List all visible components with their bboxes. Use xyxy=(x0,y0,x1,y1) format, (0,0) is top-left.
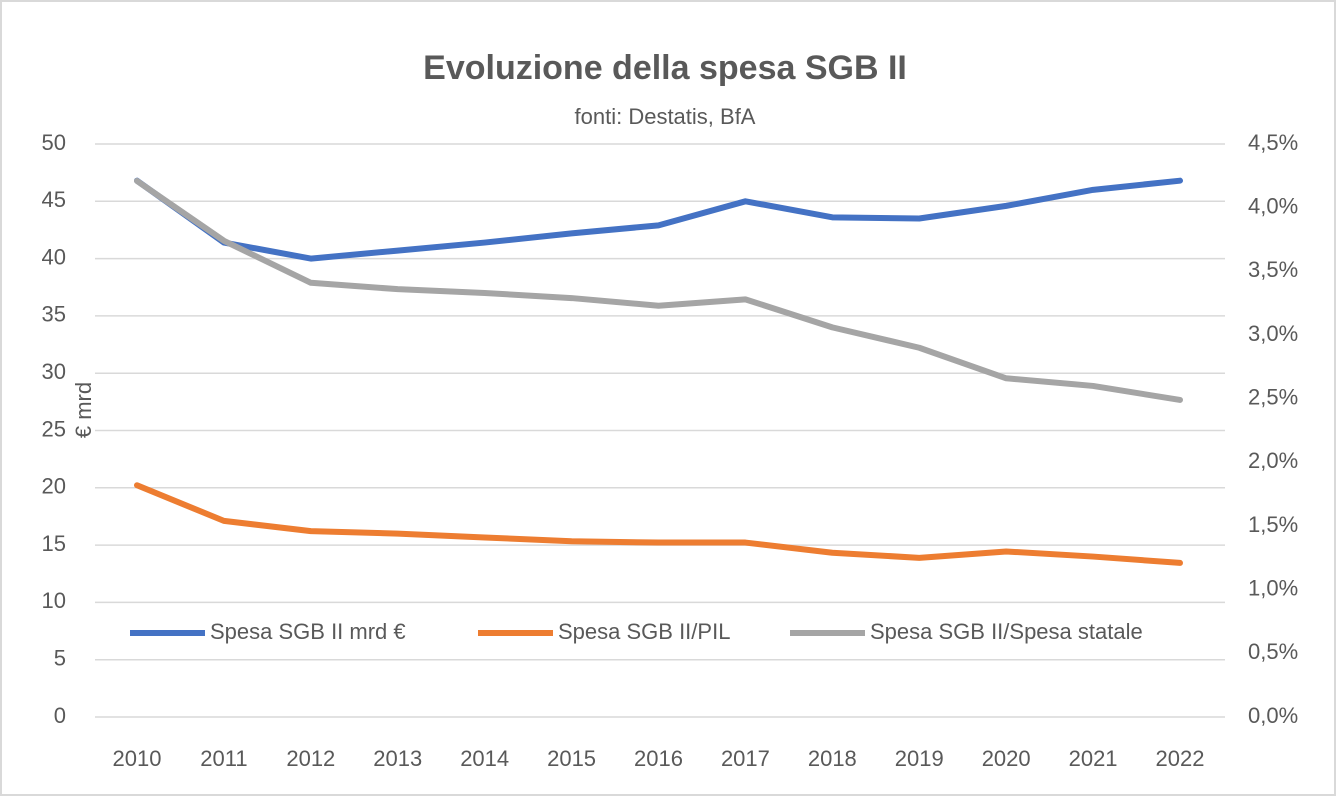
series-line xyxy=(134,177,1183,262)
x-tick-label: 2020 xyxy=(982,746,1031,771)
y-tick-label: 45 xyxy=(42,187,66,212)
x-tick-label: 2013 xyxy=(373,746,422,771)
y2-tick-label: 0,5% xyxy=(1248,639,1298,664)
x-tick-label: 2017 xyxy=(721,746,770,771)
x-tick-label: 2022 xyxy=(1156,746,1205,771)
y2-tick-label: 2,5% xyxy=(1248,384,1298,409)
y-tick-label: 40 xyxy=(42,244,66,269)
y2-tick-label: 4,5% xyxy=(1248,130,1298,155)
x-tick-label: 2019 xyxy=(895,746,944,771)
y-tick-label: 35 xyxy=(42,302,66,327)
x-tick-label: 2015 xyxy=(547,746,596,771)
y-tick-label: 15 xyxy=(42,531,66,556)
series-line xyxy=(134,482,1183,566)
y-tick-label: 30 xyxy=(42,359,66,384)
x-tick-label: 2011 xyxy=(200,746,247,771)
chart-title: Evoluzione della spesa SGB II xyxy=(423,49,907,87)
x-tick-label: 2018 xyxy=(808,746,857,771)
legend-label: Spesa SGB II/PIL xyxy=(558,619,730,644)
y-tick-label: 0 xyxy=(54,703,66,728)
legend-label: Spesa SGB II mrd € xyxy=(210,619,406,644)
y2-tick-label: 2,0% xyxy=(1248,448,1298,473)
y-tick-label: 5 xyxy=(54,646,66,671)
legend-label: Spesa SGB II/Spesa statale xyxy=(870,619,1143,644)
y-tick-label: 25 xyxy=(42,416,66,441)
y-axis-label: € mrd xyxy=(71,382,96,438)
series-line xyxy=(134,177,1183,403)
y2-tick-label: 4,0% xyxy=(1248,193,1298,218)
y-tick-label: 50 xyxy=(42,130,66,155)
y2-tick-label: 0,0% xyxy=(1248,703,1298,728)
y2-tick-label: 1,0% xyxy=(1248,575,1298,600)
y2-tick-label: 1,5% xyxy=(1248,512,1298,537)
x-tick-label: 2021 xyxy=(1069,746,1118,771)
y2-tick-label: 3,0% xyxy=(1248,321,1298,346)
x-tick-label: 2016 xyxy=(634,746,683,771)
x-tick-label: 2010 xyxy=(113,746,162,771)
x-tick-label: 2012 xyxy=(286,746,335,771)
y-tick-label: 20 xyxy=(42,474,66,499)
y2-tick-label: 3,5% xyxy=(1248,257,1298,282)
x-tick-label: 2014 xyxy=(460,746,509,771)
chart-subtitle: fonti: Destatis, BfA xyxy=(575,104,756,129)
y-tick-label: 10 xyxy=(42,588,66,613)
